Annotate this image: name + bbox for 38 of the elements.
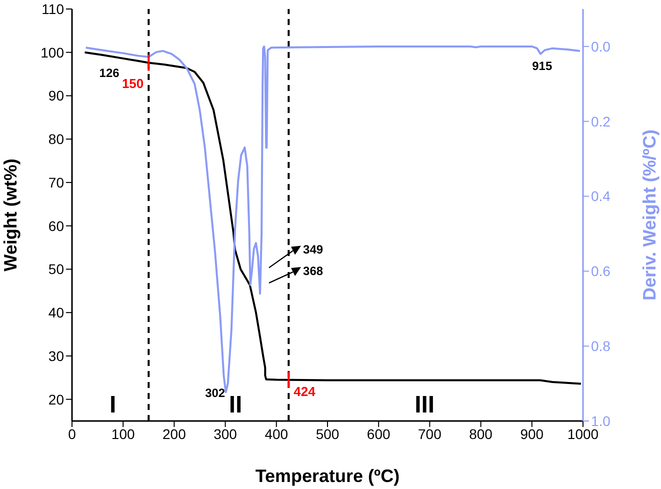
x-tick-label: 400 <box>264 426 288 442</box>
y2-tick-label: 0.4 <box>591 188 611 204</box>
x-axis-title: Temperature (ºC) <box>255 466 400 486</box>
y-tick-label: 60 <box>48 218 64 234</box>
x-tick-label: 700 <box>418 426 442 442</box>
y-tick-label: 100 <box>40 44 64 60</box>
annotation: 915 <box>532 58 552 73</box>
x-tick-label: 500 <box>316 426 340 442</box>
x-tick-label: 200 <box>162 426 186 442</box>
y-axis-title: Weight (wt%) <box>0 158 20 272</box>
y-tick-label: 80 <box>48 131 64 148</box>
y-tick-label: 30 <box>48 348 64 364</box>
y2-tick-label: 0.8 <box>591 338 611 354</box>
ref-line-label: 424 <box>294 384 316 399</box>
x-tick-label: 0 <box>68 426 76 442</box>
annotation: 302 <box>205 386 226 400</box>
y-tick-label: 40 <box>48 304 64 321</box>
annotation: I <box>110 392 116 419</box>
annotation: 126 <box>99 66 120 80</box>
annotation: II <box>228 392 242 419</box>
x-tick-label: 800 <box>469 426 493 442</box>
x-tick-label: 100 <box>111 426 135 442</box>
ref-line-label: 150 <box>122 76 144 91</box>
x-tick-label: 900 <box>520 426 544 442</box>
x-tick-label: 300 <box>214 426 238 442</box>
y-tick-label: 50 <box>48 261 64 278</box>
y-tick-label: 20 <box>48 391 64 408</box>
annotation: III <box>414 392 435 419</box>
annotation: 349 <box>303 242 324 257</box>
annotation: 368 <box>303 264 324 278</box>
y-tick-label: 110 <box>42 0 64 17</box>
y-tick-label: 70 <box>48 174 64 190</box>
y2-axis-title: Deriv. Weight (%/ºC) <box>639 130 660 300</box>
y2-tick-label: 0.6 <box>591 263 611 280</box>
y2-tick-label: 0.0 <box>591 38 611 54</box>
y2-tick-label: 0.2 <box>591 113 611 130</box>
y-tick-label: 90 <box>48 88 64 104</box>
x-tick-label: 600 <box>366 426 390 442</box>
